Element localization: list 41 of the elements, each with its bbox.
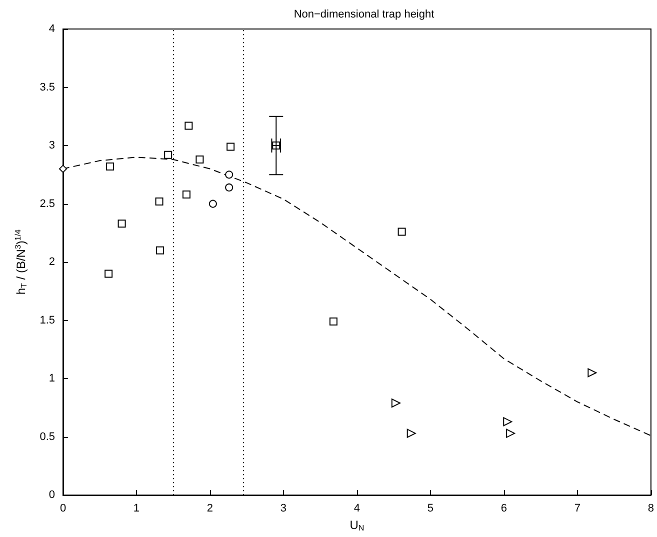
- point: [208, 200, 217, 208]
- point: [164, 150, 172, 159]
- x-tick-label: 8: [648, 502, 654, 515]
- y-tick-label: 2: [48, 256, 55, 268]
- point: [225, 170, 234, 179]
- point: [406, 428, 416, 438]
- chart-title: Non−dimensional trap height: [294, 8, 434, 20]
- x-tick-label: 7: [574, 502, 581, 515]
- x-tick-label: 0: [60, 502, 66, 515]
- point: [59, 164, 67, 173]
- point: [391, 398, 400, 408]
- y-tick-label: 4: [48, 23, 55, 35]
- point: [106, 162, 114, 170]
- point: [506, 428, 516, 438]
- point: [226, 142, 235, 151]
- x-tick-label: 1: [133, 502, 140, 515]
- point: [503, 417, 512, 426]
- point: [118, 220, 126, 228]
- point: [184, 122, 193, 130]
- y-tick-label: 1: [48, 372, 55, 385]
- point: [156, 246, 164, 254]
- point: [104, 270, 113, 278]
- point: [225, 183, 234, 192]
- y-tick-label: 0: [48, 489, 55, 502]
- y-axis-title: hT / (B/N3)1/4: [14, 228, 28, 295]
- y-tick-label: 2.5: [40, 198, 55, 210]
- point: [588, 368, 597, 378]
- point: [398, 228, 406, 236]
- y-tick-label: 3: [48, 140, 55, 152]
- x-tick-label: 6: [500, 502, 508, 515]
- y-tick-label: 1.5: [40, 314, 55, 326]
- y-tick-label: 3.5: [40, 81, 55, 94]
- x-tick-label: 4: [354, 502, 360, 515]
- point: [182, 190, 190, 198]
- x-tick-label: 3: [280, 502, 287, 515]
- y-tick-label: 0.5: [40, 430, 55, 443]
- point: [196, 156, 204, 164]
- point: [329, 317, 338, 326]
- x-tick-label: 5: [427, 502, 434, 515]
- point: [155, 197, 164, 206]
- x-tick-label: 2: [206, 502, 214, 515]
